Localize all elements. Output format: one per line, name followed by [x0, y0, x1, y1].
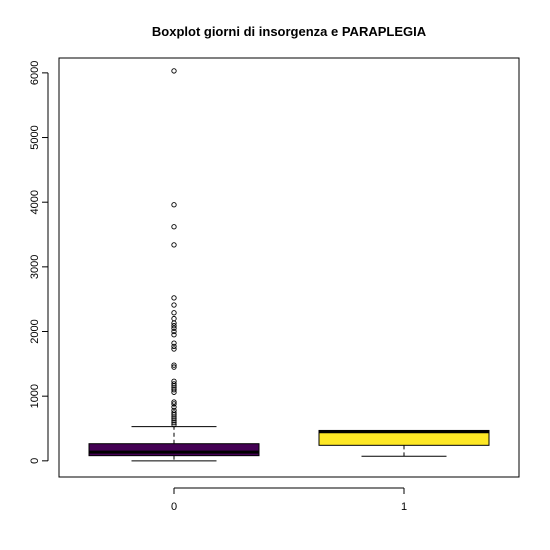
outlier-point [171, 420, 177, 426]
y-axis: 0 1000 2000 3000 4000 5000 6000 [29, 61, 49, 464]
outlier-point [171, 224, 177, 230]
outlier-point [171, 416, 177, 422]
box-0 [88, 68, 260, 462]
x-tick-label: 1 [401, 501, 407, 513]
outlier-point [171, 295, 177, 301]
outlier-point [171, 418, 177, 424]
outlier-point [171, 242, 177, 248]
outlier-point [171, 310, 177, 316]
outlier-point [171, 202, 177, 208]
outlier-point [171, 381, 177, 387]
outlier-point [171, 410, 177, 416]
outlier-point [171, 414, 177, 420]
outlier-point [171, 421, 177, 428]
outlier-point [171, 364, 177, 370]
outlier-point [171, 385, 177, 391]
outlier-point [171, 328, 177, 335]
outlier-point [171, 401, 177, 407]
y-tick-label: 2000 [29, 319, 41, 343]
box-iqr [88, 443, 260, 457]
outlier-point [171, 362, 177, 368]
y-tick-label: 4000 [29, 190, 41, 214]
plot-frame [58, 57, 520, 478]
y-tick-label: 3000 [29, 255, 41, 279]
y-tick-label: 1000 [29, 384, 41, 408]
boxes-group [88, 68, 490, 462]
outlier-point [171, 302, 177, 308]
x-tick-label: 0 [171, 501, 177, 513]
outlier-point [171, 343, 177, 350]
outlier-point [171, 68, 177, 74]
y-tick-label: 6000 [29, 61, 41, 85]
outlier-point [171, 387, 177, 393]
outlier-point [171, 332, 177, 338]
outlier-point [171, 315, 177, 322]
y-tick-label: 5000 [29, 125, 41, 149]
box-1 [318, 429, 490, 457]
outlier-point [171, 407, 177, 414]
outlier-point [171, 325, 177, 331]
outlier-point [171, 378, 177, 384]
outlier-point [171, 404, 177, 410]
outlier-point [171, 340, 177, 346]
y-tick-label: 0 [29, 458, 41, 464]
chart-title: Boxplot giorni di insorgenza e PARAPLEGI… [152, 24, 427, 39]
outlier-point [171, 399, 177, 405]
outlier-point [171, 346, 177, 352]
outlier-point [171, 323, 177, 329]
